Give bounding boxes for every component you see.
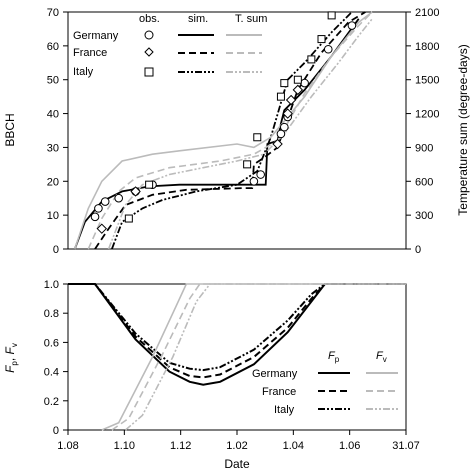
top-y2tick-label: 0 <box>415 244 421 256</box>
top-ytick-label: 10 <box>47 210 59 222</box>
obs-marker-italy <box>307 55 316 64</box>
obs-marker-italy <box>124 214 133 223</box>
obs-marker-germany <box>276 129 286 139</box>
fv-line-france <box>111 283 406 431</box>
fp-line-italy <box>68 283 406 372</box>
obs-marker-italy <box>243 160 252 169</box>
obs-marker-france <box>96 223 108 234</box>
obs-marker-italy <box>145 180 154 189</box>
fv-line-italy <box>124 283 406 431</box>
bottom-ytick-label: 0.4 <box>44 367 59 379</box>
bottom-xtick-label: 1.08 <box>57 440 78 452</box>
fp-line-france <box>68 283 406 379</box>
top-markers <box>90 11 357 234</box>
legend2-row-france: France <box>262 386 296 398</box>
obs-marker-germany <box>100 197 110 206</box>
obs-marker-france <box>130 186 141 197</box>
top-y2tick-label: 600 <box>415 176 433 188</box>
legend-row-germany: Germany <box>73 30 119 42</box>
top-ylabel: BBCH <box>3 113 17 146</box>
obs-marker-germany <box>94 204 103 213</box>
obs-marker-italy <box>280 79 289 88</box>
obs-marker-italy <box>293 75 302 84</box>
obs-marker-germany <box>249 176 259 186</box>
obs-marker-italy <box>317 35 326 44</box>
fv-line-germany <box>101 283 406 431</box>
top-y2tick-label: 2100 <box>415 7 439 19</box>
legend2-header-fv: Fv <box>376 350 387 364</box>
bottom-xtick-label: 31.07 <box>392 440 420 452</box>
bottom-xtick-label: 1.06 <box>339 440 360 452</box>
legend-header-sim: sim. <box>188 13 208 25</box>
obs-marker-germany <box>347 21 357 30</box>
legend-row-italy: Italy <box>73 66 94 78</box>
top-y2tick-label: 900 <box>415 142 433 154</box>
legend-marker-italy <box>144 67 154 77</box>
bottom-panel-frame <box>67 283 407 431</box>
legend2-header-fp: Fp <box>328 350 340 364</box>
bottom-ytick-label: 0.6 <box>44 337 59 349</box>
bottom-xtick-label: 1.02 <box>226 440 247 452</box>
bottom-xtick-label: 1.12 <box>170 440 191 452</box>
top-ytick-label: 30 <box>47 142 59 154</box>
tsum-line-italy <box>107 18 373 250</box>
top-y2tick-label: 1500 <box>415 75 439 87</box>
bottom-ytick-label: 0 <box>53 425 59 437</box>
top-y2tick-label: 1800 <box>415 41 439 53</box>
bottom-legend: Fp Fv Germany France Italy <box>252 350 398 416</box>
bottom-series <box>68 283 406 431</box>
obs-marker-france <box>285 94 297 106</box>
top-y2label: Temperature sum (degree-days) <box>456 44 470 215</box>
bottom-ytick-label: 0.8 <box>44 308 59 320</box>
top-ytick-label: 60 <box>47 41 59 53</box>
obs-marker-italy <box>327 11 336 20</box>
legend-header-tsum: T. sum <box>235 13 267 25</box>
fp-line-germany <box>68 283 406 386</box>
obs-marker-france <box>292 84 304 96</box>
legend2-row-germany: Germany <box>252 368 298 380</box>
obs-marker-germany <box>280 122 289 132</box>
top-y2tick-label: 300 <box>415 210 433 222</box>
obs-marker-italy <box>253 133 262 142</box>
bottom-ylabel: Fp, Fv <box>3 343 19 373</box>
obs-marker-france <box>282 108 293 119</box>
top-y-ticks: 0 10 20 30 40 50 60 70 <box>47 7 68 256</box>
bottom-xtick-label: 1.10 <box>114 440 135 452</box>
obs-marker-italy <box>276 92 285 101</box>
bottom-xtick-label: 1.04 <box>283 440 304 452</box>
bottom-x-ticks: 1.08 1.10 1.12 1.02 1.04 1.06 31.07 <box>57 430 420 452</box>
legend-header-obs: obs. <box>139 13 160 25</box>
top-panel-frame <box>67 11 407 250</box>
bottom-ytick-label: 0.2 <box>44 396 59 408</box>
sim-line-germany <box>73 18 360 250</box>
top-ytick-label: 40 <box>47 109 59 121</box>
top-legend: obs. sim. T. sum Germany France Italy <box>73 13 267 78</box>
bottom-ytick-label: 1.0 <box>44 279 59 291</box>
obs-marker-germany <box>256 170 265 179</box>
top-y2tick-label: 1200 <box>415 109 439 121</box>
top-ytick-label: 70 <box>47 7 59 19</box>
bottom-xlabel: Date <box>224 457 250 471</box>
sim-line-france <box>94 11 366 250</box>
sim-line-italy <box>111 11 353 250</box>
legend-marker-france <box>144 47 154 57</box>
legend2-row-italy: Italy <box>274 404 295 416</box>
top-y2-ticks: 0 300 600 900 1200 1500 1800 2100 <box>406 7 439 256</box>
bottom-y-ticks: 0 0.2 0.4 0.6 0.8 1.0 <box>44 279 68 437</box>
obs-marker-germany <box>114 193 123 203</box>
top-ytick-label: 50 <box>47 75 59 87</box>
top-ytick-label: 0 <box>53 244 59 256</box>
obs-marker-germany <box>90 212 100 222</box>
top-ytick-label: 20 <box>47 176 59 188</box>
legend-marker-germany <box>144 30 154 40</box>
obs-marker-germany <box>300 78 309 88</box>
obs-marker-germany <box>323 44 333 54</box>
obs-marker-france <box>272 138 283 150</box>
legend-row-france: France <box>73 47 107 59</box>
